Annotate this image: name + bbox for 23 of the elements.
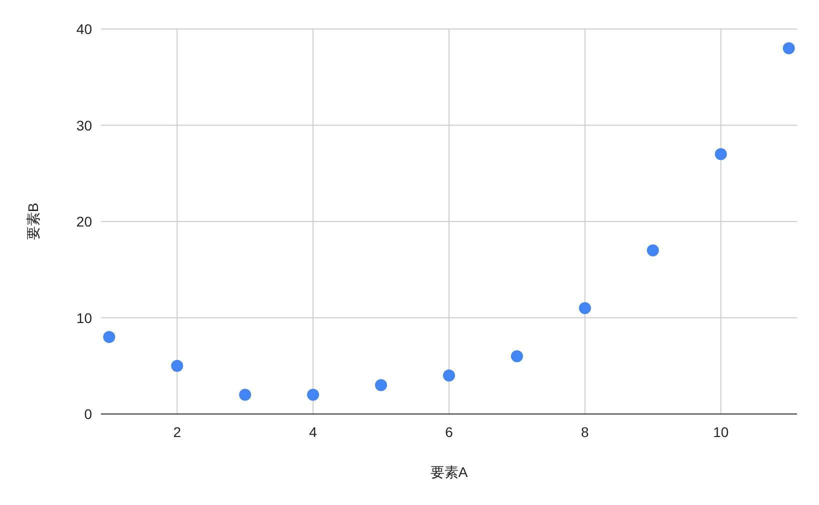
x-tick-label: 10	[713, 424, 729, 440]
point	[714, 148, 727, 160]
y-tick-label: 40	[76, 21, 92, 37]
x-tick-label: 4	[309, 424, 318, 440]
point	[510, 350, 523, 362]
x-tick-label: 8	[581, 424, 590, 440]
point	[578, 302, 591, 314]
x-tick-label: 6	[445, 424, 454, 440]
point	[443, 370, 455, 382]
point	[375, 379, 388, 392]
point	[171, 360, 184, 372]
point	[239, 388, 252, 401]
y-tick-label: 10	[76, 310, 92, 326]
y-tick-label: 30	[76, 117, 92, 134]
x-axis-title: 要素A	[430, 464, 468, 480]
point	[646, 244, 659, 256]
point	[307, 388, 320, 401]
y-tick-label: 0	[84, 406, 92, 422]
point	[782, 42, 795, 54]
point	[103, 331, 116, 343]
x-tick-label: 2	[173, 424, 182, 440]
y-tick-label: 20	[76, 214, 92, 230]
y-axis-title: 要素B	[25, 202, 41, 240]
